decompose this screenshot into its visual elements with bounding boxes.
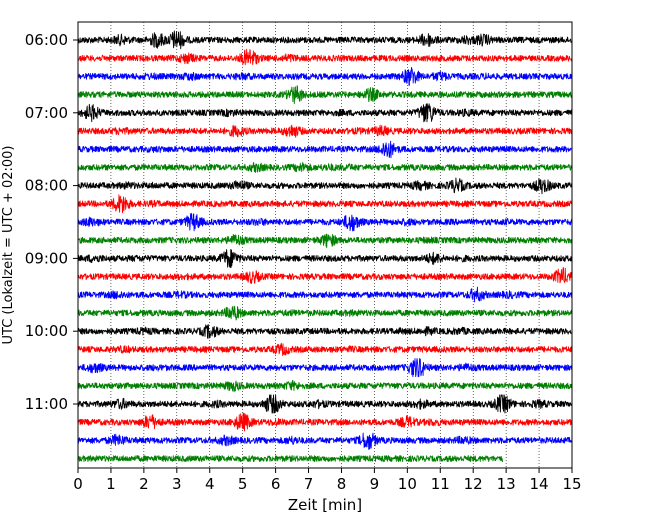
x-tick-label: 3 xyxy=(172,475,182,493)
trace-1030 xyxy=(77,358,573,378)
y-axis-label: UTC (Lokalzeit = UTC + 02:00) xyxy=(1,146,16,345)
x-tick-label: 10 xyxy=(398,475,417,493)
y-tick-label: 11:00 xyxy=(25,395,68,413)
y-axis-ticks: 06:00 07:00 08:00 09:00 10:00 11:00 xyxy=(25,31,78,413)
x-tick-label: 2 xyxy=(139,475,149,493)
trace-0600 xyxy=(77,30,573,50)
x-tick-label: 5 xyxy=(238,475,248,493)
x-tick-label: 1 xyxy=(106,475,116,493)
trace-1115 xyxy=(77,412,573,432)
trace-0915 xyxy=(77,267,573,284)
trace-0930 xyxy=(77,286,573,303)
y-tick-label: 08:00 xyxy=(25,177,68,195)
trace-layer xyxy=(77,30,573,463)
x-tick-label: 6 xyxy=(271,475,281,493)
trace-0645 xyxy=(77,85,573,105)
x-tick-label: 11 xyxy=(431,475,450,493)
trace-0800 xyxy=(77,177,573,195)
trace-0900 xyxy=(77,248,573,268)
trace-1100 xyxy=(77,394,573,414)
x-tick-label: 4 xyxy=(205,475,215,493)
trace-0815 xyxy=(77,194,573,214)
trace-1145 xyxy=(77,455,504,463)
y-tick-label: 09:00 xyxy=(25,249,68,267)
plot-frame xyxy=(77,21,573,469)
trace-1000 xyxy=(77,324,573,339)
trace-0745 xyxy=(77,161,573,173)
y-tick-label: 07:00 xyxy=(25,104,68,122)
trace-0615 xyxy=(77,48,573,66)
trace-1130 xyxy=(77,432,573,450)
trace-0700 xyxy=(77,103,573,123)
x-tick-label: 0 xyxy=(73,475,83,493)
x-tick-label: 13 xyxy=(497,475,516,493)
trace-0945 xyxy=(77,305,573,321)
trace-0830 xyxy=(77,212,573,232)
trace-0730 xyxy=(77,140,573,159)
x-tick-label: 12 xyxy=(464,475,483,493)
x-axis-label: Zeit [min] xyxy=(288,496,362,514)
trace-0715 xyxy=(77,124,573,138)
trace-0845 xyxy=(77,233,573,249)
vertical-grid xyxy=(110,22,540,468)
trace-1045 xyxy=(77,380,573,393)
x-tick-label: 15 xyxy=(562,475,581,493)
x-tick-label: 14 xyxy=(530,475,549,493)
trace-1015 xyxy=(77,342,573,356)
y-tick-label: 10:00 xyxy=(25,322,68,340)
x-tick-label: 9 xyxy=(370,475,380,493)
x-axis-ticks: 0 1 2 3 4 5 6 7 8 9 10 11 12 13 14 15 xyxy=(73,468,582,493)
y-tick-label: 06:00 xyxy=(25,31,68,49)
x-tick-label: 8 xyxy=(337,475,347,493)
trace-0630 xyxy=(77,66,573,86)
x-tick-label: 7 xyxy=(304,475,314,493)
